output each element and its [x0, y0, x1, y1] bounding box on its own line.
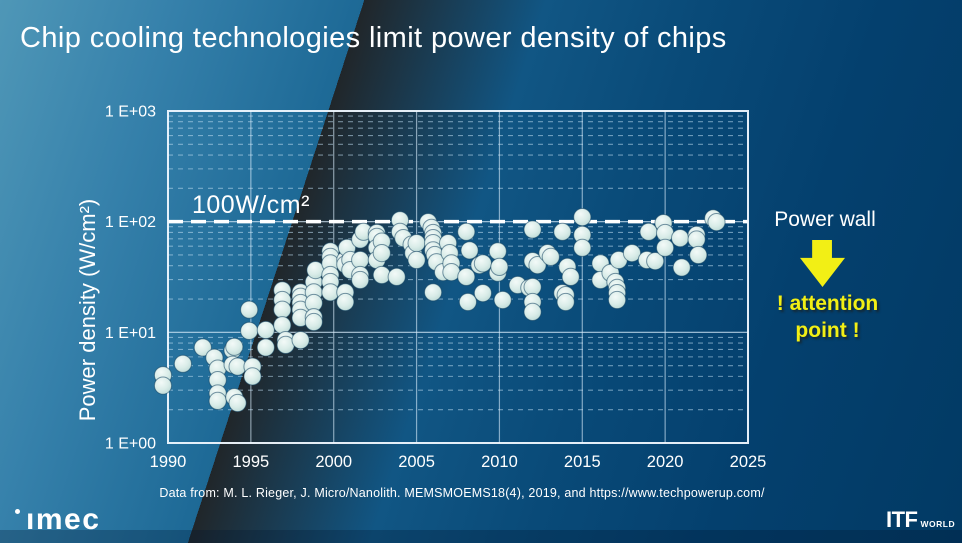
footer-bar — [0, 530, 962, 543]
x-tick-label: 1995 — [232, 453, 269, 471]
data-point — [573, 208, 592, 227]
data-point — [460, 241, 479, 260]
data-point — [622, 244, 642, 263]
data-point — [208, 391, 227, 410]
data-point — [407, 234, 426, 253]
page-title: Chip cooling technologies limit power de… — [20, 22, 727, 54]
y-tick-label: 1 E+02 — [105, 214, 156, 231]
x-tick-label: 2025 — [730, 453, 767, 471]
x-tick-label: 2010 — [481, 453, 518, 471]
data-point — [153, 376, 173, 395]
data-point — [273, 300, 292, 319]
data-point — [656, 238, 675, 257]
data-point — [528, 256, 547, 275]
y-axis-ticks: 1 E+00 1 E+01 1 E+02 1 E+03 — [105, 104, 156, 453]
data-point — [541, 247, 560, 266]
data-point — [372, 244, 391, 263]
data-point — [457, 267, 476, 286]
imec-logo: . ımec — [15, 503, 101, 539]
itf-world-logo: ITF WORLD — [886, 507, 955, 533]
data-point — [424, 283, 443, 302]
data-point — [488, 242, 507, 261]
data-point — [304, 312, 323, 332]
data-points — [153, 208, 726, 413]
data-point — [561, 267, 580, 286]
data-point — [240, 300, 259, 319]
data-point — [707, 213, 726, 232]
data-point — [608, 290, 627, 310]
imec-logo-text: ımec — [26, 503, 101, 536]
x-tick-label: 1990 — [150, 453, 187, 471]
data-point — [671, 229, 690, 248]
itf-world-text: WORLD — [920, 519, 956, 529]
data-point — [351, 270, 370, 290]
data-point — [639, 222, 658, 241]
data-point — [256, 320, 275, 340]
x-tick-label: 2015 — [564, 453, 601, 471]
data-point — [193, 338, 212, 357]
data-point — [689, 245, 708, 265]
data-point — [687, 230, 706, 249]
data-point — [291, 331, 310, 350]
data-point — [672, 258, 691, 277]
threshold-label: 100W/cm² — [192, 191, 310, 219]
data-point — [407, 250, 426, 270]
data-point — [473, 284, 492, 303]
x-tick-label: 2005 — [398, 453, 435, 471]
data-point — [173, 354, 192, 373]
attention-line1: ! attention — [776, 292, 879, 315]
data-point — [240, 321, 259, 340]
data-point — [493, 290, 512, 310]
plot-border — [167, 110, 749, 444]
data-point — [473, 254, 492, 273]
data-point — [228, 393, 247, 413]
data-point — [523, 302, 542, 321]
data-point — [336, 292, 355, 312]
data-point — [523, 220, 542, 239]
x-tick-label: 2000 — [315, 453, 352, 471]
data-point — [646, 252, 665, 271]
y-tick-label: 1 E+00 — [105, 436, 156, 453]
data-point — [490, 257, 509, 276]
data-point — [256, 338, 275, 357]
data-point — [553, 222, 572, 241]
imec-logo-dot: . — [15, 509, 20, 514]
x-axis-ticks: 1990 1995 2000 2005 2010 2015 2020 2025 — [150, 453, 767, 471]
x-tick-label: 2020 — [647, 453, 684, 471]
y-axis-label: Power density (W/cm²) — [75, 198, 100, 422]
power-wall-label: Power wall — [774, 208, 876, 231]
data-point — [243, 367, 262, 386]
itf-logo-text: ITF — [886, 507, 918, 532]
y-tick-label: 1 E+01 — [105, 325, 156, 342]
attention-note: ! attention point ! — [760, 291, 895, 345]
y-tick-label: 1 E+03 — [105, 104, 156, 121]
data-point — [556, 292, 575, 312]
data-point — [225, 337, 244, 356]
data-point — [458, 292, 477, 312]
data-point — [273, 316, 292, 335]
data-source-caption: Data from: M. L. Rieger, J. Micro/Nanoli… — [159, 486, 765, 500]
data-point — [457, 222, 476, 241]
data-point — [573, 238, 592, 257]
attention-line2: point ! — [795, 318, 860, 342]
data-point — [387, 267, 406, 286]
